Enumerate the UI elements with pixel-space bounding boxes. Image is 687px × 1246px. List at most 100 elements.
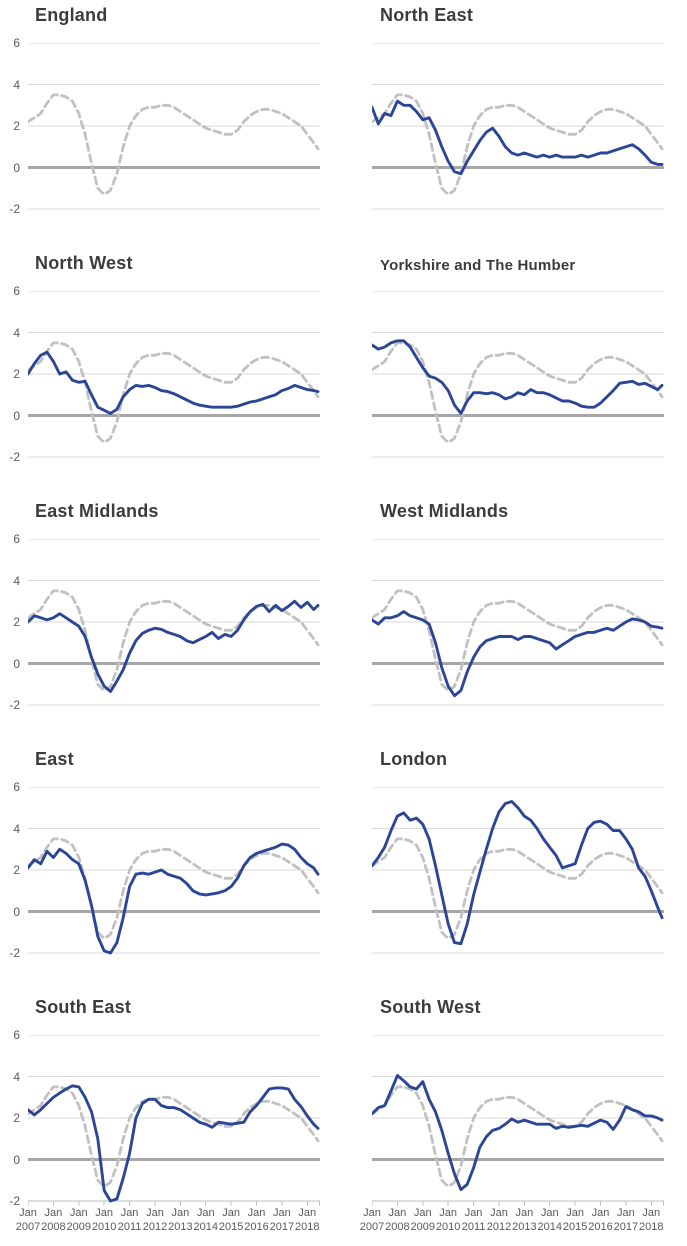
region-line	[28, 1084, 320, 1203]
x-axis-labels: Jan 2007 Jan 2008 Jan 2009 Jan 2010 Jan 2011 Jan 20…	[16, 1206, 320, 1242]
chart-plot	[28, 539, 320, 706]
x-axis-labels: Jan 2007 Jan 2008 Jan 2009 Jan 2010 Jan 2011 Jan 20…	[360, 1206, 664, 1242]
england-reference-line	[372, 837, 664, 940]
chart-plot	[372, 539, 664, 706]
y-tick-label: 0	[13, 1152, 20, 1167]
england-reference-line	[28, 1085, 320, 1188]
y-tick-label: -2	[9, 202, 20, 216]
x-tick-label: Jan 2013	[168, 1207, 193, 1233]
region-line	[28, 350, 320, 415]
chart-cell-north-west: North West 6 4 2 0 -2	[0, 248, 343, 496]
y-tick-label: 2	[13, 119, 20, 133]
y-tick-label: 4	[13, 325, 20, 340]
chart-title: East	[35, 749, 74, 769]
y-axis-labels: 6 4 2 0 -2	[0, 36, 23, 216]
x-tick-label: Jan 2013	[512, 1207, 537, 1233]
chart-plot	[28, 787, 320, 955]
y-tick-label: 0	[13, 904, 20, 919]
chart-plot	[372, 1035, 664, 1206]
y-tick-label: 4	[13, 77, 20, 92]
y-tick-label: 6	[13, 780, 20, 794]
x-tick-label: Jan 2012	[486, 1207, 512, 1233]
x-tick-label: Jan 2018	[295, 1207, 320, 1233]
chart-cell-east-midlands: East Midlands 6 4 2 0 -2	[0, 496, 343, 744]
chart-plot	[28, 291, 320, 458]
region-line	[28, 842, 320, 955]
x-tick-label: Jan 2008	[385, 1207, 410, 1233]
chart-title: East Midlands	[35, 501, 159, 521]
x-tick-label: Jan 2016	[244, 1207, 269, 1233]
y-tick-label: 6	[13, 532, 20, 546]
chart-title: London	[380, 749, 448, 769]
y-tick-label: 2	[13, 863, 20, 877]
chart-plot	[372, 291, 664, 458]
y-tick-label: 4	[13, 1069, 20, 1084]
region-line	[28, 599, 320, 693]
y-tick-label: -2	[9, 946, 20, 960]
y-tick-label: 2	[13, 615, 20, 629]
y-tick-label: 6	[13, 36, 20, 50]
x-tick-label: Jan 2014	[537, 1207, 562, 1233]
y-axis-labels: 6 4 2 0 -2	[0, 532, 23, 712]
chart-cell-north-east: North East	[343, 0, 687, 248]
chart-title: South West	[380, 997, 481, 1017]
x-tick-label: Jan 2016	[588, 1207, 613, 1233]
y-tick-label: -2	[9, 1194, 20, 1208]
y-axis-labels: 6 4 2 0 -2	[0, 1028, 23, 1208]
region-line	[372, 339, 664, 415]
y-tick-label: 2	[13, 1111, 20, 1125]
chart-cell-england: England 6 4 2 0 -2	[0, 0, 343, 248]
chart-cell-south-east: South East 6 4 2 0 -2 Jan 2007 Jan 2008 Jan 2009 J…	[0, 992, 343, 1246]
chart-plot	[372, 787, 664, 954]
england-reference-line	[28, 837, 320, 940]
x-tick-label: Jan 2017	[613, 1207, 639, 1233]
chart-cell-west-midlands: West Midlands	[343, 496, 687, 744]
y-tick-label: 0	[13, 160, 20, 175]
chart-cell-london: London	[343, 744, 687, 992]
y-tick-label: 6	[13, 1028, 20, 1042]
x-tick-label: Jan 2007	[359, 1207, 385, 1233]
chart-title: North East	[380, 5, 474, 25]
x-tick-label: Jan 2011	[117, 1207, 142, 1233]
y-axis-labels: 6 4 2 0 -2	[0, 284, 23, 464]
chart-plot	[372, 43, 664, 210]
england-reference-line	[372, 93, 664, 196]
y-tick-label: 4	[13, 821, 20, 836]
x-tick-label: Jan 2007	[15, 1207, 41, 1233]
y-tick-label: 0	[13, 656, 20, 671]
region-line	[372, 1074, 664, 1192]
x-tick-label: Jan 2011	[461, 1207, 486, 1233]
chart-title: West Midlands	[380, 501, 509, 521]
chart-title: Yorkshire and The Humber	[380, 257, 576, 274]
chart-title: England	[35, 5, 108, 25]
chart-plot	[28, 43, 320, 210]
x-tick-label: Jan 2009	[66, 1207, 92, 1233]
england-reference-line	[28, 93, 320, 196]
x-tick-label: Jan 2015	[218, 1207, 244, 1233]
x-tick-label: Jan 2008	[41, 1207, 66, 1233]
chart-title: South East	[35, 997, 132, 1017]
england-reference-line	[28, 341, 320, 444]
x-tick-label: Jan 2014	[193, 1207, 218, 1233]
chart-title: North West	[35, 253, 133, 273]
x-tick-label: Jan 2010	[435, 1207, 461, 1233]
england-reference-line	[372, 1085, 664, 1188]
chart-cell-yorkshire: Yorkshire and The Humber	[343, 248, 687, 496]
y-tick-label: 4	[13, 573, 20, 588]
y-tick-label: -2	[9, 698, 20, 712]
y-tick-label: 2	[13, 367, 20, 381]
region-line	[372, 610, 664, 698]
y-tick-label: 0	[13, 408, 20, 423]
x-tick-label: Jan 2010	[91, 1207, 117, 1233]
region-line	[372, 800, 664, 946]
chart-cell-south-west: South West Jan 2007 Jan 2008 Jan 2009 Jan 2010 J…	[343, 992, 687, 1246]
x-tick-label: Jan 2015	[562, 1207, 588, 1233]
y-axis-labels: 6 4 2 0 -2	[0, 780, 23, 960]
chart-cell-east: East 6 4 2 0 -2	[0, 744, 343, 992]
england-reference-line	[28, 589, 320, 692]
x-tick-label: Jan 2018	[639, 1207, 664, 1233]
x-tick-label: Jan 2017	[269, 1207, 295, 1233]
x-tick-label: Jan 2009	[410, 1207, 436, 1233]
y-tick-label: 6	[13, 284, 20, 298]
